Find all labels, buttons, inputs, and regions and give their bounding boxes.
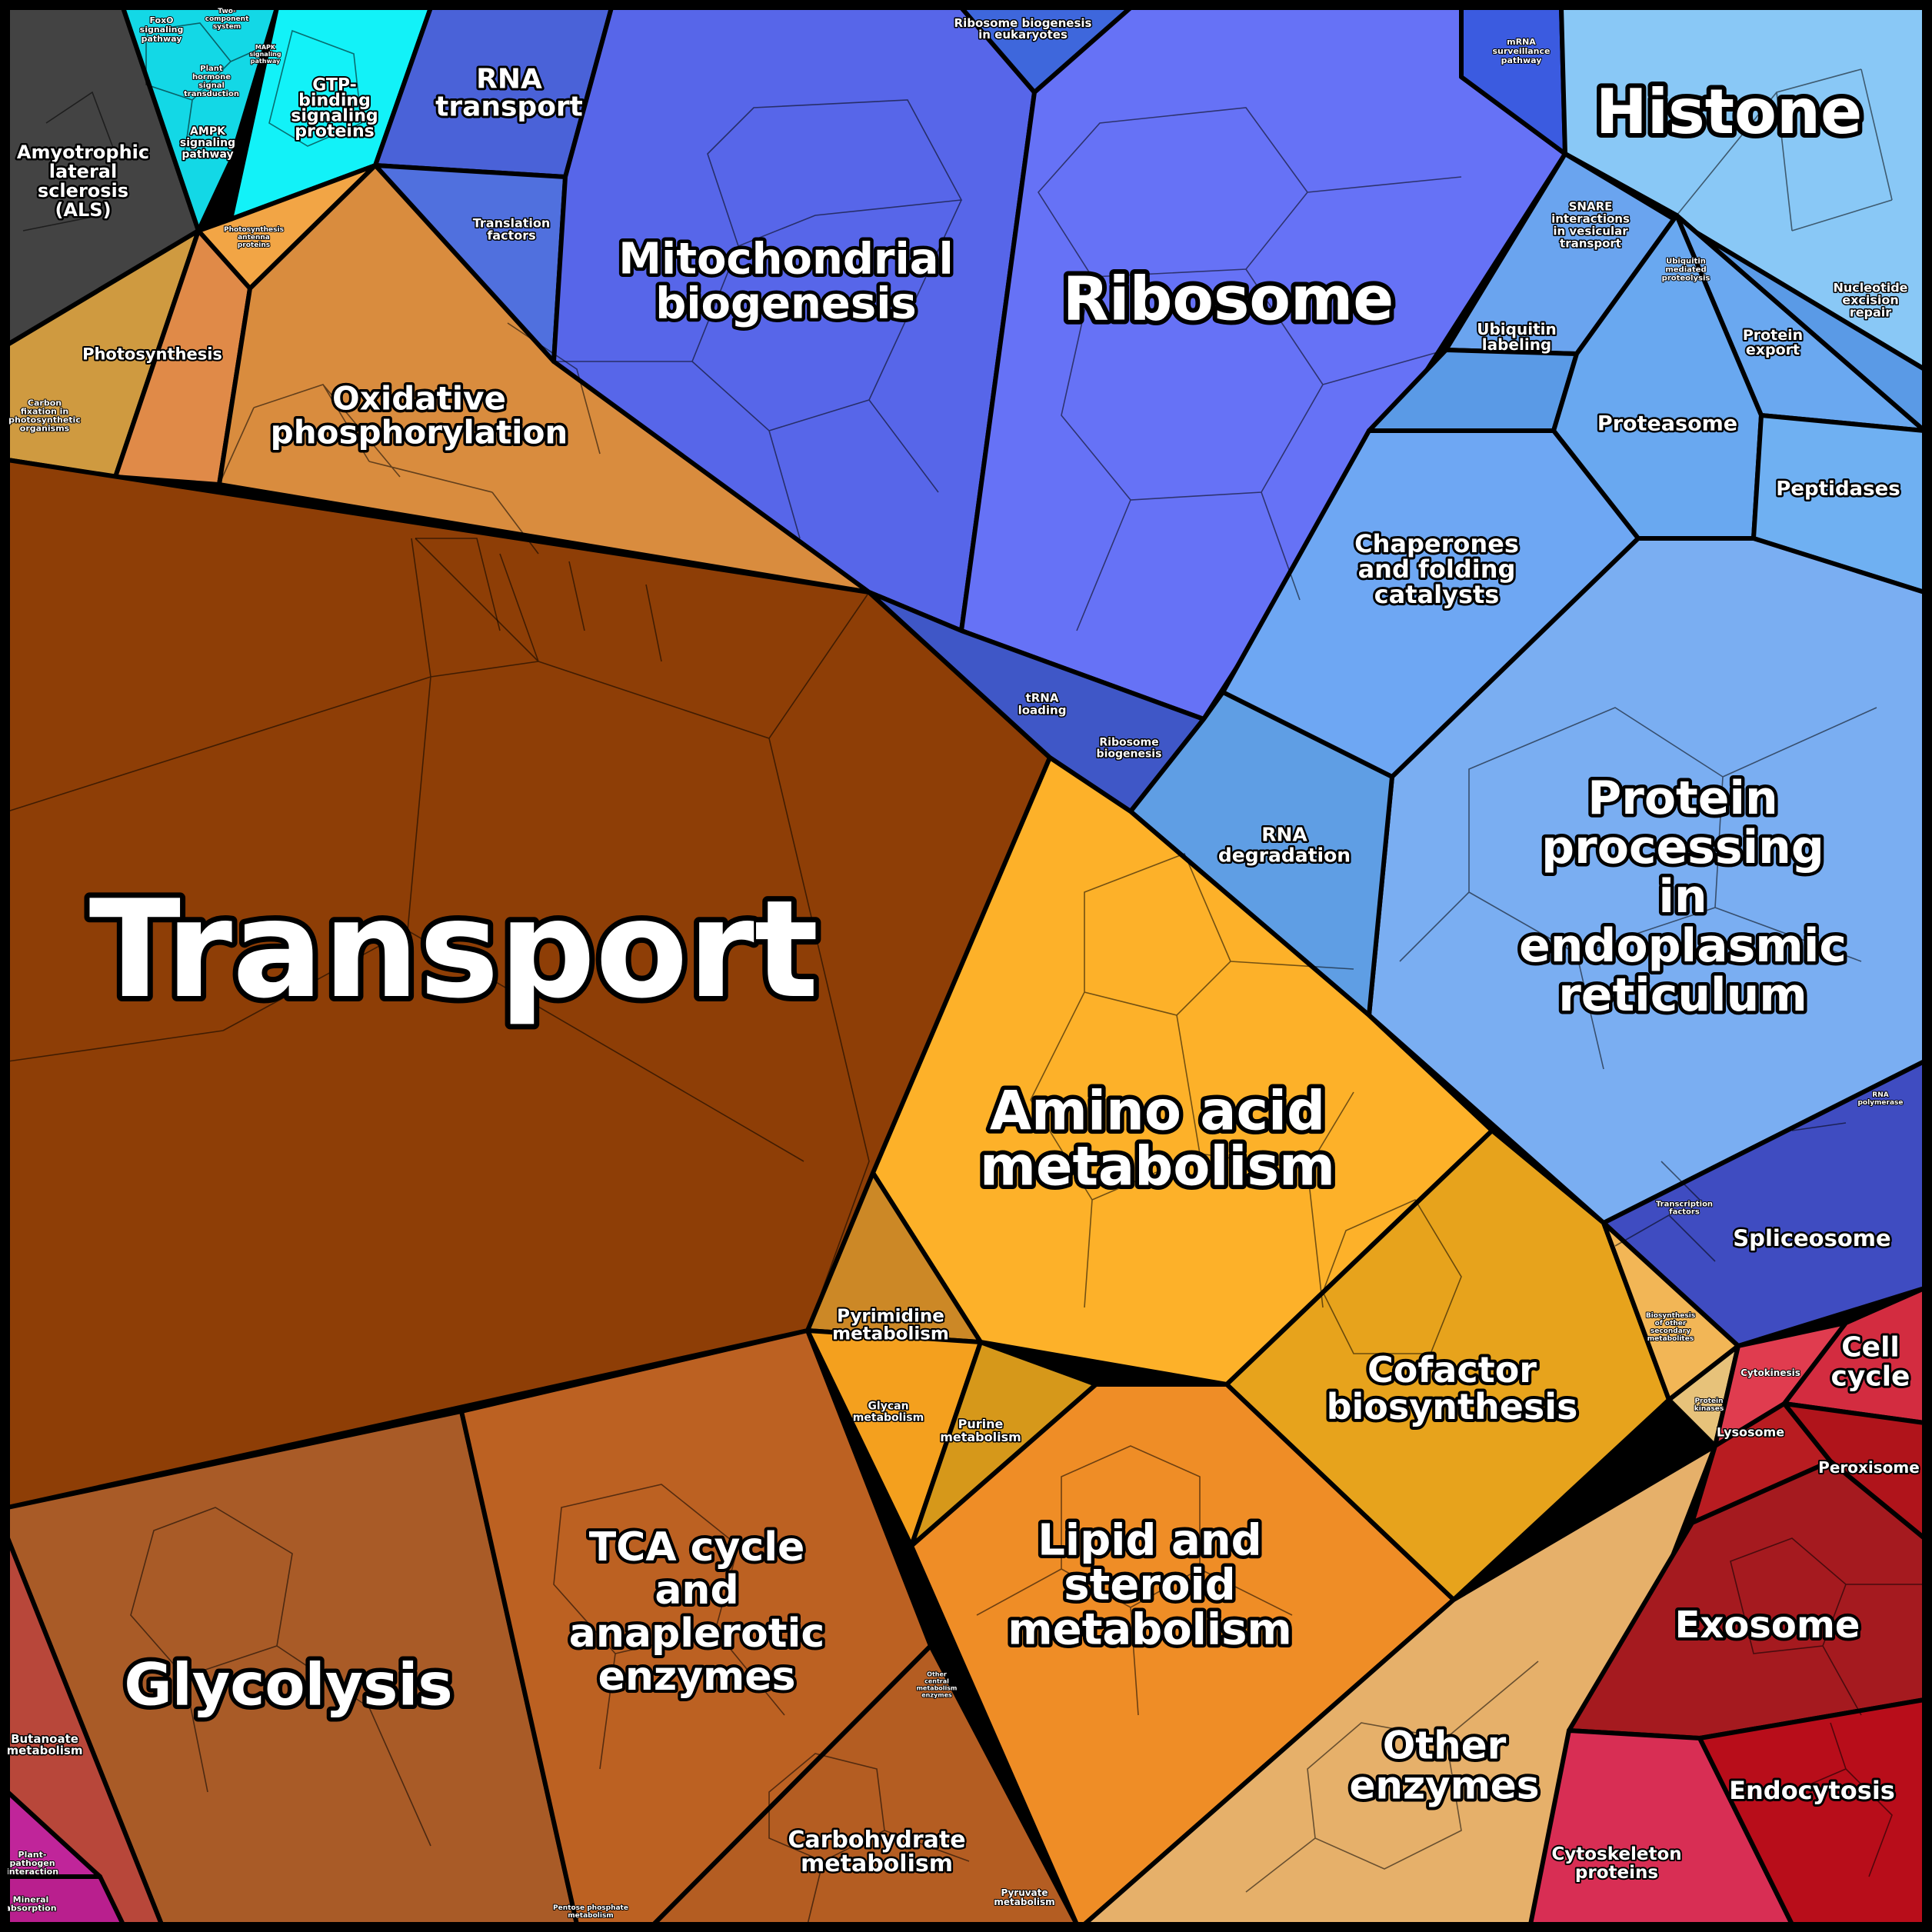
label-butanoate-metabolism: Butanoate metabolism xyxy=(7,1732,83,1757)
label-carbohydrate-metabolism: Carbohydrate metabolism xyxy=(788,1827,965,1877)
label-amino-acid-metabolism: Amino acid metabolism xyxy=(980,1080,1335,1198)
label-cytokinesis: Cytokinesis xyxy=(1740,1367,1800,1378)
label-rna-degradation: RNA degradation xyxy=(1218,823,1351,866)
label-plant-hormone: Plant hormone signal transduction xyxy=(184,65,239,98)
label-two-component: Two-component system xyxy=(205,8,249,31)
label-mapk-signaling: MAPK signaling pathway xyxy=(249,44,281,65)
label-cell-cycle: Cell cycle xyxy=(1831,1332,1910,1393)
label-als: Amyotrophic lateral sclerosis (ALS) xyxy=(17,142,149,221)
label-pyruvate-metabolism: Pyruvate metabolism xyxy=(994,1887,1054,1907)
label-foxo-signaling: FoxO signaling pathway xyxy=(140,15,184,44)
label-ribosome: Ribosome xyxy=(1063,265,1394,334)
label-chaperones: Chaperones and folding catalysts xyxy=(1354,529,1519,609)
label-ribosome-biogenesis: Ribosome biogenesis xyxy=(1097,736,1162,760)
label-gtp-binding: GTP-binding signaling proteins xyxy=(291,76,378,142)
label-trna-loading: tRNA loading xyxy=(1018,691,1067,717)
label-transport: Transport xyxy=(89,872,819,1028)
label-lysosome: Lysosome xyxy=(1717,1425,1784,1440)
label-other-central-metabolism: Other central metabolism enzymes xyxy=(917,1671,958,1698)
label-protein-processing-er: Protein processing in endoplasmic reticulum xyxy=(1519,771,1847,1022)
label-endocytosis: Endocytosis xyxy=(1729,1776,1895,1805)
label-photosynthesis: Photosynthesis xyxy=(82,345,222,363)
label-transcription-factors: Transcription factors xyxy=(1656,1201,1713,1217)
label-glycolysis: Glycolysis xyxy=(124,1651,452,1719)
label-protein-kinases: Protein kinases xyxy=(1694,1397,1724,1413)
label-purine-metabolism: Purine metabolism xyxy=(940,1417,1021,1444)
label-mitochondrial-biogenesis: Mitochondrial biogenesis xyxy=(618,235,953,329)
label-plant-pathogen: Plant-pathogen interaction xyxy=(6,1850,58,1877)
label-rna-transport: RNA transport xyxy=(435,64,583,123)
label-exosome: Exosome xyxy=(1675,1604,1860,1647)
label-photosynthesis-antenna: Photosynthesis antenna proteins xyxy=(224,226,284,249)
label-peroxisome: Peroxisome xyxy=(1818,1458,1920,1477)
label-cofactor-biosynthesis: Cofactor biosynthesis xyxy=(1327,1349,1578,1427)
label-peptidases: Peptidases xyxy=(1776,478,1900,501)
cell-cofactor-biosynthesis xyxy=(1224,1128,1671,1602)
label-glycan-metabolism: Glycan metabolism xyxy=(853,1400,924,1424)
label-oxidative-phosphorylation: Oxidative phosphorylation xyxy=(271,380,568,451)
label-ribosome-biogenesis-eukaryotes: Ribosome biogenesis in eukaryotes xyxy=(954,16,1092,42)
label-spliceosome: Spliceosome xyxy=(1733,1225,1890,1251)
label-nucleotide-excision: Nucleotide excision repair xyxy=(1833,281,1907,320)
label-proteasome: Proteasome xyxy=(1597,411,1737,435)
label-mrna-surveillance: mRNA surveillance pathway xyxy=(1493,37,1551,65)
label-biosynthesis-other: Biosynthesis of other secondary metabolites xyxy=(1646,1312,1695,1343)
label-translation-factors: Translation factors xyxy=(473,216,551,243)
label-rna-polymerase: RNA polymerase xyxy=(1857,1091,1903,1107)
label-snare: SNARE interactions in vesicular transport xyxy=(1551,199,1630,250)
label-ubiquitin-labeling: Ubiquitin labeling xyxy=(1477,320,1556,354)
label-pyrimidine-metabolism: Pyrimidine metabolism xyxy=(832,1307,949,1344)
label-histone: Histone xyxy=(1596,76,1862,148)
subcell-lines xyxy=(7,22,1924,1925)
label-tca-cycle: TCA cycle and anaplerotic enzymes xyxy=(569,1524,824,1700)
label-mineral-absorption: Mineral absorption xyxy=(5,1894,56,1913)
label-pentose-phosphate: Pentose phosphate metabolism xyxy=(553,1904,628,1920)
label-protein-export: Protein export xyxy=(1743,327,1803,358)
label-ampk-signaling: AMPK signaling pathway xyxy=(180,125,235,161)
label-carbon-fixation: Carbon fixation in photosynthetic organisms xyxy=(8,398,81,433)
label-other-enzymes: Other enzymes xyxy=(1350,1724,1540,1808)
label-lipid-steroid-metabolism: Lipid and steroid metabolism xyxy=(1008,1516,1292,1655)
label-cytoskeleton-proteins: Cytoskeleton proteins xyxy=(1551,1844,1681,1883)
label-ubiquitin-proteolysis: Ubiquitin mediated proteolysis xyxy=(1662,258,1710,283)
